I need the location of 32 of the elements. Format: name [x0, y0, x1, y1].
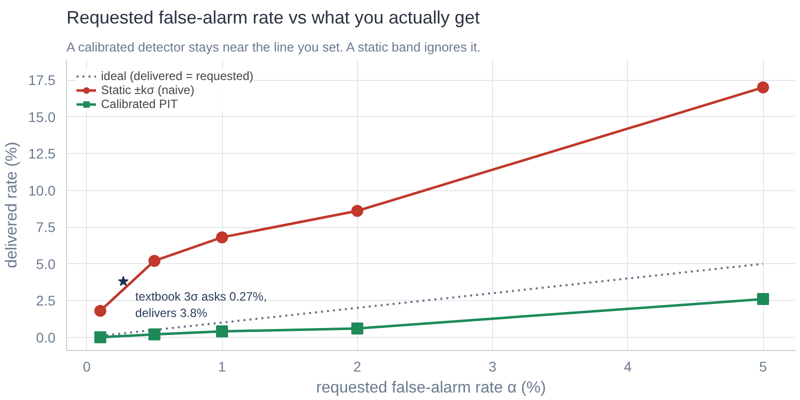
x-tick-label: 3 — [488, 358, 497, 374]
point — [216, 325, 228, 338]
point — [757, 293, 770, 306]
point — [757, 81, 770, 94]
y-tick-label: 5.0 — [36, 256, 56, 272]
chart-subtitle: A calibrated detector stays near the line you set. A static band ignores it. — [66, 40, 481, 54]
point — [148, 328, 160, 340]
y-tick-label: 12.5 — [28, 146, 56, 162]
y-axis-title: delivered rate (%) — [3, 142, 20, 268]
point — [351, 322, 364, 334]
annotation: textbook 3σ asks 0.27%, delivers 3.8% — [135, 289, 267, 320]
y-tick-label: 17.5 — [28, 72, 56, 88]
legend-label: ideal (delivered = requested) — [101, 69, 254, 83]
point — [148, 254, 160, 267]
point — [94, 304, 106, 317]
x-tick-label: 2 — [353, 358, 362, 374]
y-tick-label: 10.0 — [28, 182, 56, 198]
x-tick-label: 0 — [82, 358, 91, 374]
point — [216, 231, 228, 244]
x-tick-label: 5 — [759, 358, 768, 374]
y-tick-label: 7.5 — [36, 219, 56, 236]
y-tick-label: 15.0 — [28, 108, 56, 125]
x-tick-label: 4 — [624, 358, 632, 374]
point — [351, 204, 364, 217]
y-tick-label: 0.0 — [36, 329, 56, 346]
y-tick-label: 2.5 — [36, 292, 56, 309]
x-tick-label: 1 — [218, 358, 226, 374]
chart-title: Requested false-alarm rate vs what you actually get — [66, 8, 480, 28]
x-axis-title: requested false-alarm rate α (%) — [316, 380, 546, 396]
legend-label: Static ±kσ (naive) — [101, 83, 194, 97]
point — [94, 331, 106, 344]
legend-label: Calibrated PIT — [101, 97, 178, 111]
